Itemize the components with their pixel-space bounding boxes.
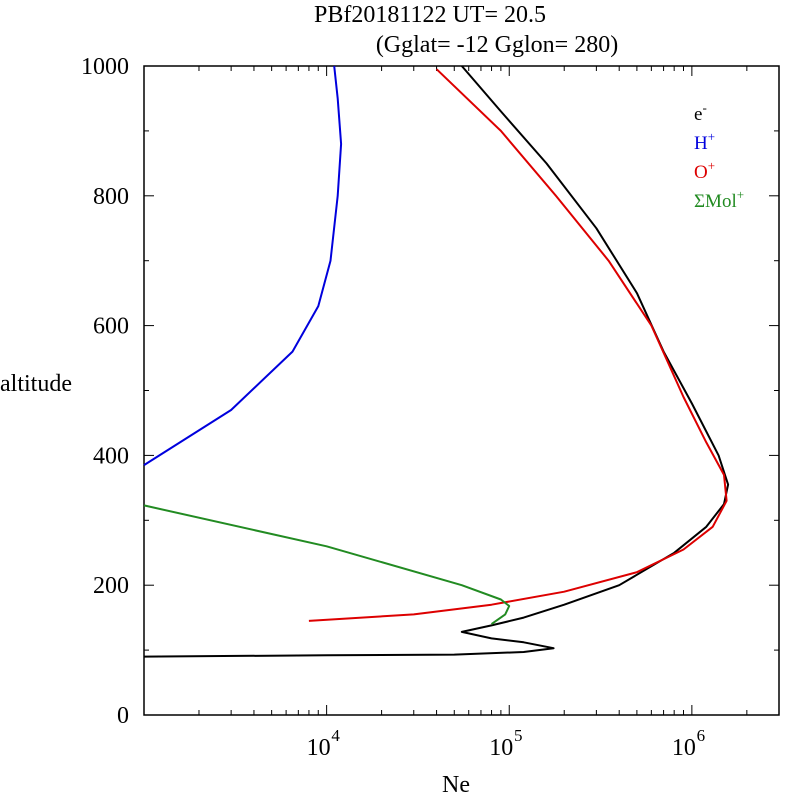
- x-axis-label: Ne: [442, 772, 470, 795]
- legend: e-H+O+ΣMol+: [694, 100, 744, 212]
- legend-entry: O+: [694, 158, 715, 183]
- y-tick-labels: 0 200 400 600 800 1000: [81, 54, 129, 729]
- x-tick-exponent: 6: [697, 726, 706, 745]
- legend-entry-label: O: [694, 162, 708, 183]
- legend-entry: H+: [694, 129, 715, 154]
- chart-subtitle: (Gglat= -12 Gglon= 280): [376, 32, 618, 58]
- y-tick-label: 0: [117, 703, 129, 729]
- x-tick-exponent: 4: [331, 726, 340, 745]
- legend-entry-label: e: [694, 104, 702, 125]
- series-line-H+: [143, 65, 343, 466]
- y-tick-label: 600: [93, 314, 129, 340]
- legend-entry-superscript: -: [702, 100, 706, 115]
- y-tick-label: 1000: [81, 54, 129, 80]
- series-line-O+: [308, 68, 728, 622]
- y-tick-label: 200: [93, 573, 129, 599]
- x-tick-labels: 10 4 10 5 10 6: [307, 726, 705, 761]
- x-tick-exponent: 5: [514, 726, 523, 745]
- x-tick-label: 10: [307, 735, 331, 761]
- series-group: [143, 65, 730, 658]
- legend-entry: e-: [694, 100, 707, 125]
- series-line-Mol+: [143, 504, 511, 625]
- axis-ticks: [143, 65, 780, 716]
- legend-entry: ΣMol+: [694, 187, 744, 212]
- legend-entry-superscript: +: [708, 158, 715, 173]
- x-tick-label: 10: [672, 735, 696, 761]
- series-line-electrons: [143, 65, 730, 658]
- y-tick-label: 800: [93, 184, 129, 210]
- x-tick-label: 10: [489, 735, 513, 761]
- legend-entry-superscript: +: [737, 187, 744, 202]
- y-tick-label: 400: [93, 443, 129, 469]
- legend-entry-superscript: +: [708, 129, 715, 144]
- chart-title: PBf20181122 UT= 20.5: [314, 2, 546, 28]
- legend-entry-label: ΣMol: [694, 191, 737, 212]
- y-axis-label: altitude: [0, 371, 72, 397]
- legend-entry-label: H: [694, 133, 708, 154]
